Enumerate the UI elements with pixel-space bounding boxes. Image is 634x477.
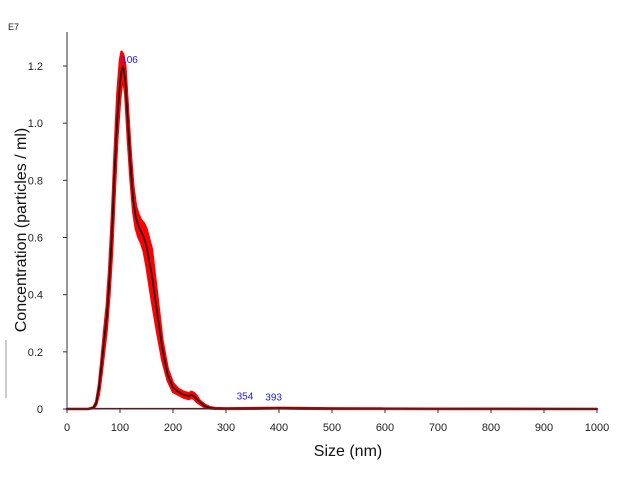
x-tick-label: 500 [323,422,341,434]
x-tick-label: 800 [482,422,500,434]
error-band [65,50,599,411]
y-exponent-label: E7 [8,22,19,32]
x-tick-label: 1000 [585,422,609,434]
confidence-band-layer [65,50,599,411]
x-axis-ticks: 0 100 200 300 400 500 600 700 800 900 1000 [64,409,609,434]
y-tick-label: 0.8 [28,175,43,187]
x-tick-label: 400 [270,422,288,434]
peak-annotation: 106 [121,55,138,66]
peak-annotation: 354 [237,391,254,402]
x-tick-label: 200 [164,422,182,434]
x-tick-label: 300 [217,422,235,434]
y-tick-label: 1.0 [28,118,43,130]
y-tick-label: 0 [37,404,43,416]
y-axis-ticks: 0 0.2 0.4 0.6 0.8 1.0 1.2 [28,61,67,416]
peak-annotation: 393 [265,392,282,403]
peak-annotations: 106 354 393 [121,55,282,403]
axes [66,32,597,410]
y-tick-label: 0.4 [28,290,43,302]
y-axis-title: Concentration (particles / ml) [13,128,30,333]
x-tick-label: 100 [111,422,129,434]
x-tick-label: 600 [376,422,394,434]
y-tick-label: 1.2 [28,61,43,73]
x-tick-label: 900 [535,422,553,434]
y-tick-label: 0.6 [28,233,43,245]
y-tick-label: 0.2 [28,347,43,359]
x-tick-label: 0 [64,422,70,434]
x-tick-label: 700 [429,422,447,434]
x-axis-title: Size (nm) [314,443,382,460]
